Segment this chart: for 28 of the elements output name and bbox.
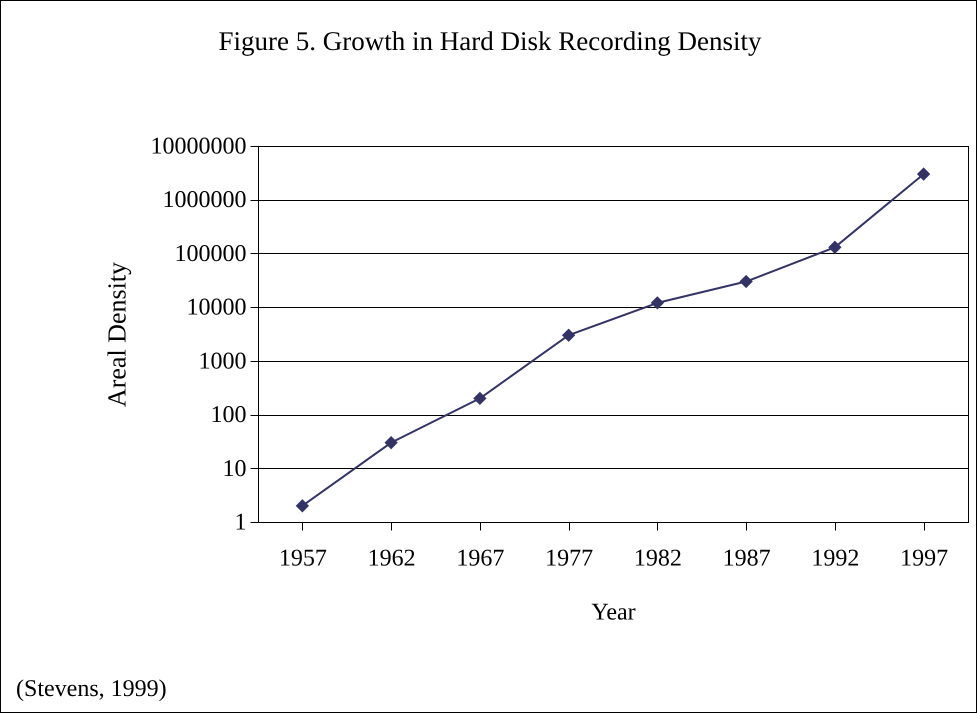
point [917, 168, 930, 180]
chart-title: Figure 5. Growth in Hard Disk Recording Density [218, 26, 762, 56]
x-tick-label: 1957 [278, 546, 327, 572]
x-tick-label: 1967 [456, 546, 504, 572]
text: (Stevens, 1999) [16, 676, 167, 703]
x-tick-label: 1997 [900, 546, 948, 572]
y-tick-label: 100 [210, 402, 246, 428]
y-tick-label: 1 [234, 510, 246, 536]
point [651, 296, 664, 310]
x-tick-label: 1992 [811, 546, 860, 572]
y-tick-label: 10000 [186, 294, 246, 321]
point [828, 241, 842, 254]
y-tick-label: 1000 [198, 348, 246, 374]
y-tick-label: 10000000 [150, 134, 246, 160]
x-tick-label: 1987 [722, 546, 771, 572]
point [474, 392, 486, 405]
x-tick-label: 1977 [545, 546, 594, 572]
point [296, 500, 309, 512]
x-axis-title: Year [591, 600, 636, 626]
y-axis-title: Areal Density [102, 262, 132, 408]
point [562, 328, 575, 342]
x-tick-label: 1982 [634, 546, 682, 572]
y-tick-label: 1000000 [162, 187, 246, 214]
y-tick-label: 100000 [174, 240, 246, 267]
point [384, 436, 398, 449]
y-tick-label: 10 [222, 456, 246, 482]
x-tick-label: 1962 [368, 546, 416, 572]
point [740, 275, 752, 288]
